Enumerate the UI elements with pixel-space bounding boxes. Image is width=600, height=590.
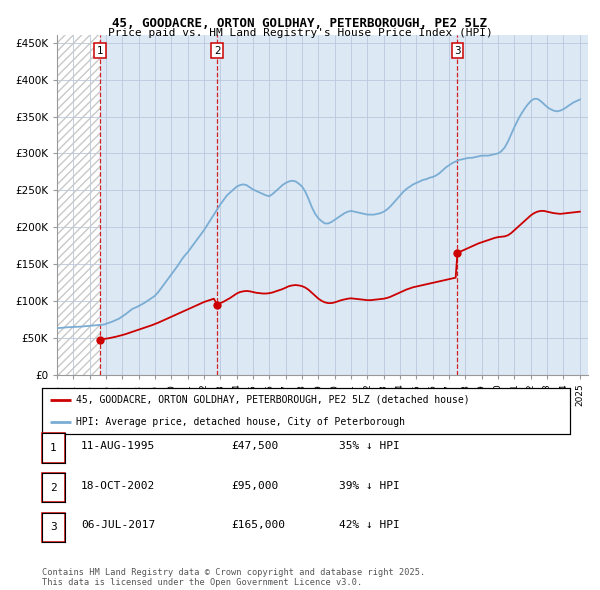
Text: HPI: Average price, detached house, City of Peterborough: HPI: Average price, detached house, City… — [76, 417, 406, 427]
Text: 3: 3 — [454, 45, 461, 55]
Text: 42% ↓ HPI: 42% ↓ HPI — [339, 520, 400, 530]
Text: £47,500: £47,500 — [231, 441, 278, 451]
Text: 06-JUL-2017: 06-JUL-2017 — [81, 520, 155, 530]
Text: £95,000: £95,000 — [231, 481, 278, 491]
Text: 18-OCT-2002: 18-OCT-2002 — [81, 481, 155, 491]
Text: 2: 2 — [214, 45, 220, 55]
Text: 3: 3 — [50, 522, 57, 532]
Text: 11-AUG-1995: 11-AUG-1995 — [81, 441, 155, 451]
Text: 35% ↓ HPI: 35% ↓ HPI — [339, 441, 400, 451]
Text: Contains HM Land Registry data © Crown copyright and database right 2025.
This d: Contains HM Land Registry data © Crown c… — [42, 568, 425, 587]
Text: 1: 1 — [97, 45, 103, 55]
Text: 45, GOODACRE, ORTON GOLDHAY, PETERBOROUGH, PE2 5LZ (detached house): 45, GOODACRE, ORTON GOLDHAY, PETERBOROUG… — [76, 395, 470, 405]
Text: 45, GOODACRE, ORTON GOLDHAY, PETERBOROUGH, PE2 5LZ: 45, GOODACRE, ORTON GOLDHAY, PETERBOROUG… — [113, 17, 487, 30]
Text: 39% ↓ HPI: 39% ↓ HPI — [339, 481, 400, 491]
Text: Price paid vs. HM Land Registry's House Price Index (HPI): Price paid vs. HM Land Registry's House … — [107, 28, 493, 38]
Text: 2: 2 — [50, 483, 57, 493]
Text: 1: 1 — [50, 443, 57, 453]
Text: £165,000: £165,000 — [231, 520, 285, 530]
